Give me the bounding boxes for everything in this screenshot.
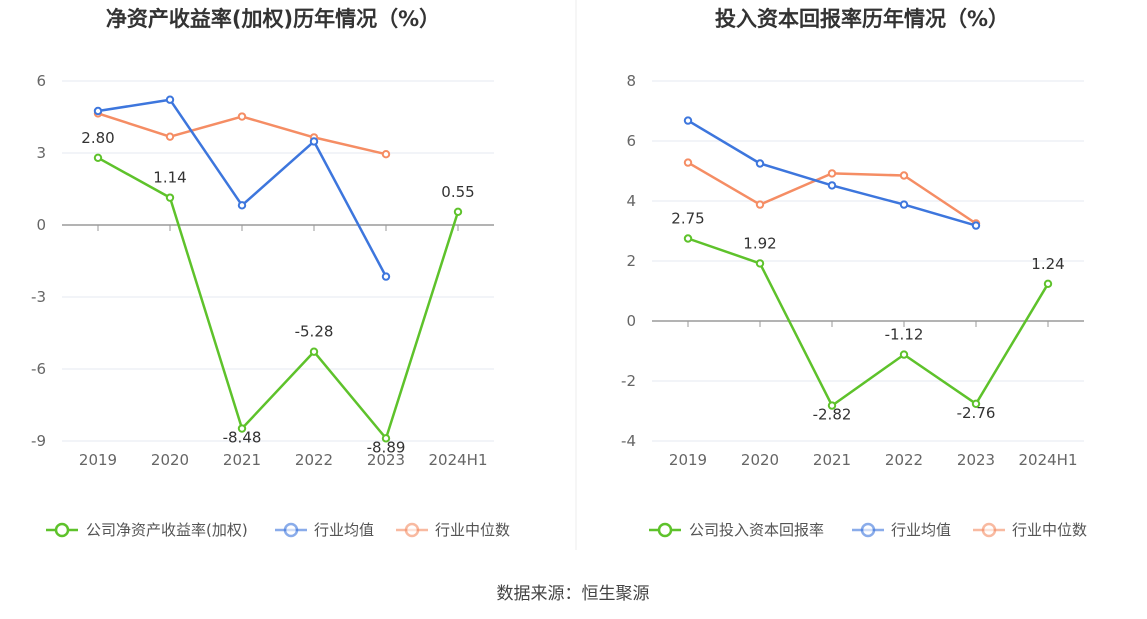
y-tick-label: 2 (626, 252, 636, 270)
chart-title: 净资产收益率(加权)历年情况（%） (106, 7, 440, 31)
data-point (971, 221, 981, 230)
x-tick-label: 2024H1 (429, 451, 488, 469)
series-line (687, 237, 1050, 407)
data-point (381, 150, 391, 159)
legend-label: 行业均值 (891, 521, 951, 539)
data-point (899, 171, 909, 180)
y-tick-label: 6 (626, 132, 636, 150)
data-point (755, 259, 765, 268)
chart-title: 投入资本回报率历年情况（%） (715, 7, 1009, 31)
legend-marker (657, 522, 673, 538)
y-tick-label: 6 (36, 72, 46, 90)
data-point (827, 181, 837, 190)
data-point (237, 112, 247, 121)
legend-marker (54, 522, 70, 538)
data-label: -5.28 (295, 323, 334, 341)
legend-marker (860, 522, 876, 538)
y-tick-label: -9 (31, 432, 46, 450)
x-tick-label: 2019 (669, 451, 707, 469)
legend-label: 公司投入资本回报率 (689, 521, 824, 539)
x-tick-label: 2022 (885, 451, 923, 469)
data-point (237, 201, 247, 210)
legend-marker (404, 522, 420, 538)
x-tick-label: 2019 (79, 451, 117, 469)
data-label: -2.76 (957, 404, 996, 422)
x-tick-label: 2021 (223, 451, 261, 469)
legend-label: 公司净资产收益率(加权) (86, 521, 248, 539)
y-tick-label: -6 (31, 360, 46, 378)
data-point (1043, 279, 1053, 288)
data-point (165, 132, 175, 141)
data-label: 2.75 (671, 210, 704, 228)
data-label: 1.14 (153, 169, 186, 187)
legend-label: 行业中位数 (435, 521, 510, 539)
data-point (237, 424, 247, 433)
data-point (453, 207, 463, 217)
y-tick-label: -2 (621, 372, 636, 390)
x-tick-label: 2023 (367, 451, 405, 469)
data-label: 1.92 (743, 234, 776, 252)
data-point (93, 106, 103, 116)
data-point (755, 159, 765, 168)
data-point (381, 434, 391, 443)
y-tick-label: 0 (36, 216, 46, 234)
data-label: 1.24 (1031, 255, 1064, 273)
data-point (93, 153, 103, 163)
data-point (683, 234, 693, 243)
x-tick-label: 2021 (813, 451, 851, 469)
data-label: 0.55 (441, 183, 474, 201)
y-tick-label: -3 (31, 288, 46, 306)
data-point (827, 401, 837, 410)
legend-label: 行业均值 (314, 521, 374, 539)
data-point (899, 200, 909, 209)
y-tick-label: -4 (621, 432, 636, 450)
x-tick-label: 2023 (957, 451, 995, 469)
data-point (899, 350, 909, 359)
data-point (971, 399, 981, 408)
data-point (683, 116, 693, 125)
x-tick-label: 2024H1 (1019, 451, 1078, 469)
data-label: -8.48 (223, 429, 262, 447)
data-label: -2.82 (813, 406, 852, 424)
data-point (165, 95, 175, 104)
data-label: 2.80 (81, 129, 114, 147)
data-source: 数据来源：恒生聚源 (497, 584, 650, 604)
y-tick-label: 8 (626, 72, 636, 90)
data-point (165, 193, 175, 202)
x-tick-label: 2022 (295, 451, 333, 469)
y-tick-label: 0 (626, 312, 636, 330)
data-point (309, 347, 319, 356)
legend-marker (981, 522, 997, 538)
data-label: -8.89 (367, 438, 406, 456)
data-point (309, 137, 319, 146)
legend-marker (283, 522, 299, 538)
y-tick-label: 3 (36, 144, 46, 162)
data-label: -1.12 (885, 326, 924, 344)
x-tick-label: 2020 (151, 451, 189, 469)
y-tick-label: 4 (626, 192, 636, 210)
data-point (827, 169, 837, 178)
data-point (683, 158, 693, 167)
series-line (97, 156, 460, 440)
data-point (381, 272, 391, 281)
roic-chart: 投入资本回报率历年情况（%） 8 6 4 2 0 -2 -4 2019 2020 2021 2022… (621, 7, 1087, 539)
legend-label: 行业中位数 (1012, 521, 1087, 539)
x-tick-label: 2020 (741, 451, 779, 469)
data-point (755, 200, 765, 209)
roe-chart: 净资产收益率(加权)历年情况（%） 6 3 0 -3 -6 -9 2019 2020 2021 2… (31, 7, 510, 539)
